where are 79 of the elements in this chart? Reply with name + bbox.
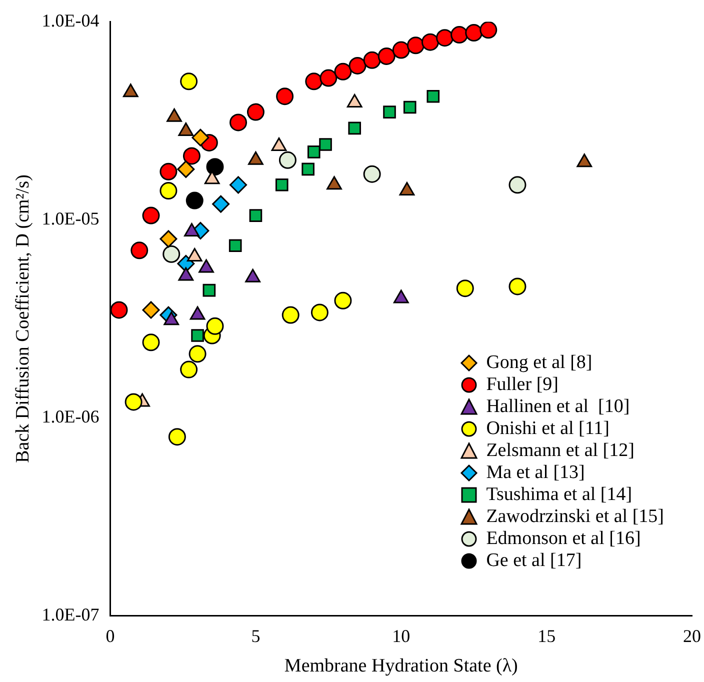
point	[450, 26, 468, 44]
x-tick-label: 20	[683, 626, 701, 646]
x-tick-label: 10	[392, 626, 410, 646]
legend-label: Tsushima et al [14]	[486, 484, 632, 506]
legend-label: Hallinen et al [10]	[486, 396, 630, 418]
legend-label: Onishi et al [11]	[486, 418, 610, 440]
point	[348, 122, 362, 135]
x-tick-label: 15	[538, 626, 556, 646]
point	[180, 360, 198, 378]
y-axis-title: Back Diffusion Coefficient, D (cm²/s)	[12, 174, 34, 463]
point	[142, 334, 160, 352]
point	[320, 69, 338, 87]
point	[456, 280, 474, 298]
point	[206, 317, 224, 335]
point	[142, 301, 160, 319]
point	[421, 33, 439, 51]
x-tick-label: 5	[251, 626, 260, 646]
point	[465, 24, 483, 42]
point	[348, 56, 366, 74]
point	[436, 29, 454, 47]
point	[406, 36, 424, 54]
x-tick-label: 0	[106, 626, 115, 646]
point	[160, 230, 178, 248]
legend-label: Zelsmann et al [12]	[486, 440, 634, 462]
point	[228, 239, 242, 252]
point	[310, 304, 328, 322]
y-tick-label: 1.0E-04	[42, 10, 100, 31]
legend-label: Ge et al [17]	[486, 550, 582, 572]
point	[392, 41, 410, 59]
point	[480, 22, 498, 39]
point	[307, 146, 320, 158]
point	[192, 128, 210, 146]
point	[180, 72, 198, 90]
point	[508, 278, 526, 296]
point	[142, 206, 160, 224]
point	[249, 209, 262, 222]
point	[508, 176, 526, 194]
legend-label: Ma et al [13]	[486, 462, 585, 484]
point	[168, 428, 186, 446]
legend-label: Edmonson et al [16]	[486, 528, 641, 550]
point	[124, 393, 142, 411]
point	[206, 158, 224, 176]
point	[275, 178, 288, 192]
point	[426, 90, 440, 103]
point	[110, 301, 128, 319]
point	[278, 151, 296, 169]
point	[212, 195, 230, 213]
point	[363, 165, 381, 183]
point	[378, 47, 396, 65]
point	[246, 103, 264, 121]
legend-label: Fuller [9]	[486, 374, 558, 396]
point	[334, 62, 352, 80]
point	[160, 162, 178, 180]
y-tick-label: 1.0E-06	[42, 406, 100, 426]
point	[188, 345, 206, 363]
point	[302, 162, 314, 176]
x-axis-title: Membrane Hydration State (λ)	[284, 656, 518, 677]
point	[276, 88, 294, 106]
point	[230, 176, 248, 194]
point	[202, 284, 216, 297]
point	[130, 242, 148, 260]
point	[230, 114, 248, 132]
point	[305, 72, 323, 90]
point	[186, 192, 204, 210]
point	[191, 329, 204, 342]
point	[160, 182, 178, 200]
legend-label: Zawodrzinski et al [15]	[486, 506, 664, 528]
y-tick-label: 1.0E-05	[42, 208, 100, 228]
point	[403, 100, 416, 114]
legend-label: Gong et al [8]	[486, 352, 592, 374]
point	[282, 306, 300, 324]
point	[383, 106, 396, 118]
point	[182, 147, 200, 165]
point	[177, 160, 195, 178]
point	[363, 51, 381, 69]
point	[319, 138, 332, 151]
y-tick-label: 1.0E-07	[42, 604, 100, 624]
point	[162, 245, 180, 263]
point	[334, 292, 352, 310]
